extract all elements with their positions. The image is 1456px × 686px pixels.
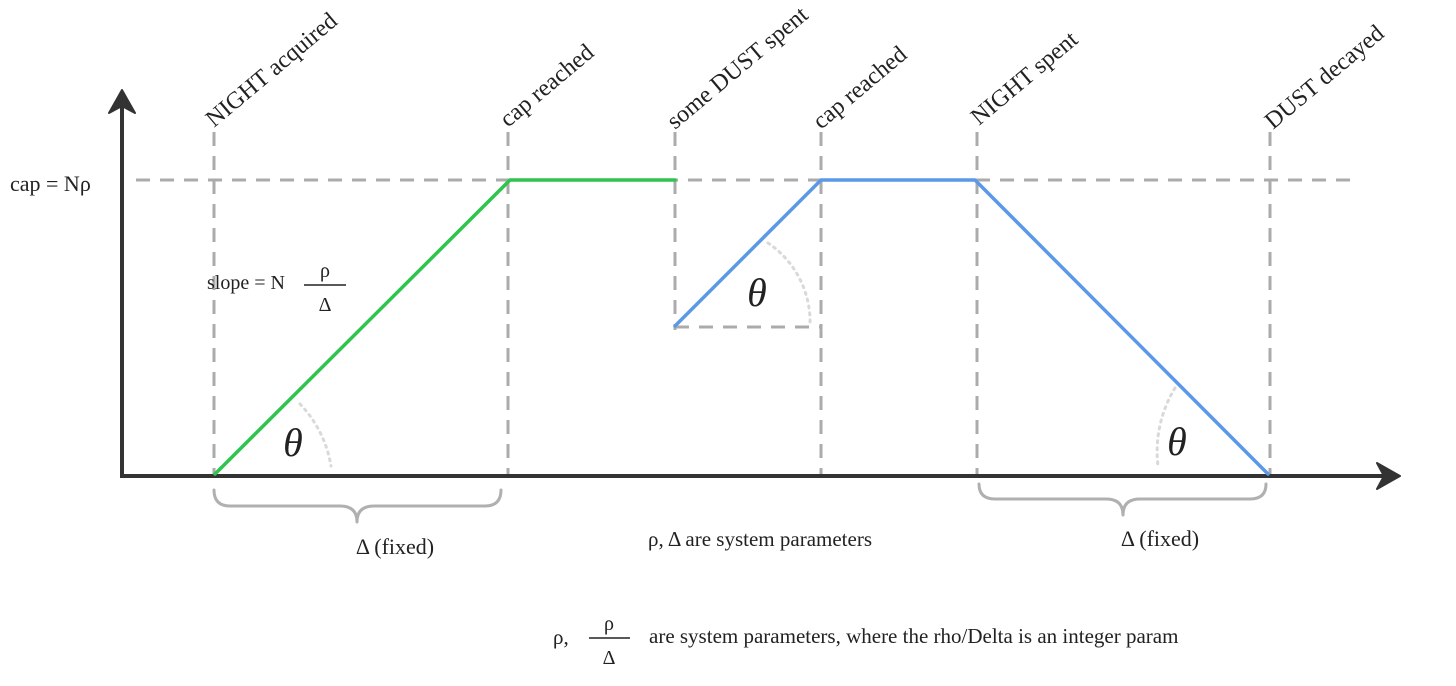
footnote-denominator: Δ bbox=[603, 647, 616, 669]
event-label-night-acquired: NIGHT acquired bbox=[201, 8, 342, 133]
event-labels: NIGHT acquired cap reached some DUST spe… bbox=[201, 2, 1389, 135]
left-brace-label: Δ (fixed) bbox=[356, 534, 434, 559]
y-axis-arrow bbox=[108, 89, 136, 114]
right-brace bbox=[977, 482, 1268, 517]
theta-symbol-1: θ bbox=[283, 420, 303, 465]
first-generation-line bbox=[213, 178, 677, 476]
slope-annotation: slope = N ρ Δ bbox=[207, 260, 346, 316]
footnote-suffix: are system parameters, where the rho/Del… bbox=[649, 624, 1178, 648]
theta-arc-2 bbox=[766, 241, 812, 327]
event-label-cap-reached-2: cap reached bbox=[808, 41, 912, 134]
slope-numerator: ρ bbox=[320, 260, 330, 282]
footnote-numerator: ρ bbox=[604, 613, 614, 635]
right-brace-label: Δ (fixed) bbox=[1121, 526, 1199, 551]
slope-denominator: Δ bbox=[319, 294, 332, 316]
theta-symbol-2: θ bbox=[747, 270, 767, 315]
event-label-cap-reached-1: cap reached bbox=[495, 39, 599, 132]
footnote: ρ, ρ Δ are system parameters, where the … bbox=[553, 613, 1178, 669]
second-generation-line bbox=[673, 178, 1270, 476]
axes bbox=[108, 89, 1401, 490]
theta-symbol-3: θ bbox=[1167, 419, 1187, 464]
theta-arc-3 bbox=[1155, 386, 1177, 468]
left-brace bbox=[212, 488, 503, 524]
params-note: ρ, Δ are system parameters bbox=[648, 527, 872, 551]
theta-arc-1 bbox=[298, 402, 333, 468]
x-axis-arrow bbox=[1376, 462, 1401, 490]
footnote-prefix: ρ, bbox=[553, 625, 569, 649]
event-label-dust-decayed: DUST decayed bbox=[1260, 20, 1389, 134]
event-label-night-spent: NIGHT spent bbox=[966, 26, 1083, 130]
slope-prefix: slope = N bbox=[207, 272, 285, 294]
event-guides bbox=[212, 132, 1272, 476]
cap-label: cap = Nρ bbox=[10, 171, 91, 196]
event-label-dust-spent: some DUST spent bbox=[662, 2, 813, 135]
